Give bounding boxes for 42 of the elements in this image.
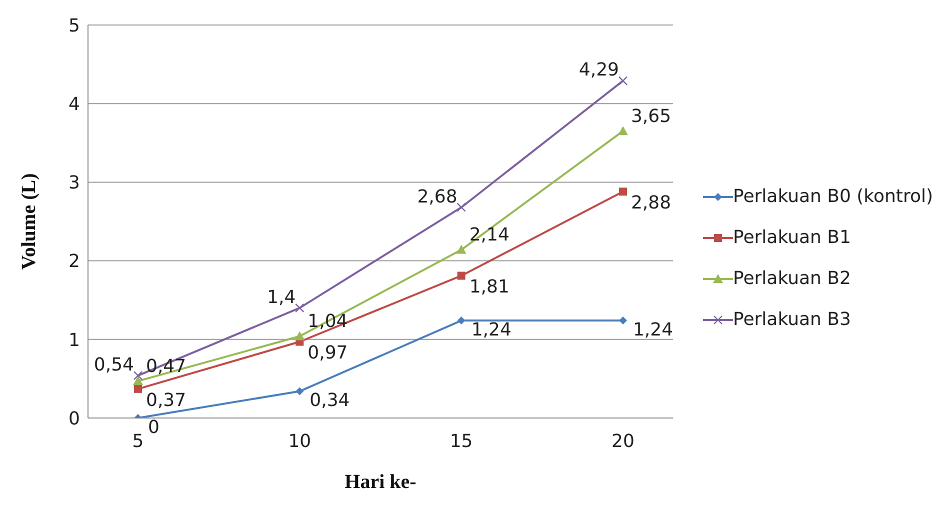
x-axis-title: Hari ke- (344, 471, 416, 493)
point (133, 376, 143, 386)
data-label: 2,68 (417, 186, 458, 208)
legend-label: Perlakuan B3 (732, 309, 851, 330)
point (457, 316, 466, 325)
y-tick-label: 2 (68, 251, 80, 272)
data-label: 4,29 (578, 60, 619, 81)
x-tick-label: 15 (450, 430, 473, 452)
data-label: 0,34 (310, 390, 350, 412)
data-label: 0,54 (94, 354, 134, 376)
point (618, 126, 628, 136)
y-tick-label: 0 (68, 408, 80, 430)
data-label: 2,88 (630, 192, 672, 214)
y-tick-label: 4 (68, 94, 80, 115)
data-label: 0,97 (308, 342, 348, 364)
point (296, 387, 304, 396)
data-label: 0,37 (146, 390, 186, 411)
y-tick-label: 5 (68, 15, 80, 36)
data-label: 1,24 (632, 319, 674, 340)
point (618, 188, 627, 196)
point (133, 370, 143, 380)
y-tick-label: 1 (68, 330, 80, 351)
data-label: 3,65 (630, 106, 672, 128)
point (134, 384, 142, 393)
x-tick-label: 20 (612, 430, 634, 452)
data-label: 1,4 (267, 286, 296, 308)
point (295, 303, 304, 313)
legend-label: Perlakuan B2 (732, 268, 851, 289)
point (294, 331, 305, 340)
legend-label: Perlakuan B0 (kontrol) (732, 186, 933, 207)
data-label: 1,24 (471, 319, 512, 340)
legend-label: Perlakuan B1 (732, 227, 851, 248)
y-axis-title: Volume (L) (18, 173, 40, 270)
data-label: 1,81 (469, 276, 510, 298)
point (456, 202, 466, 212)
y-tick-label: 3 (68, 172, 80, 194)
point (618, 76, 628, 86)
data-label: 0 (148, 416, 160, 438)
point (456, 244, 466, 254)
point (457, 272, 466, 280)
x-tick-label: 10 (288, 430, 312, 452)
x-tick-label: 5 (132, 430, 144, 452)
